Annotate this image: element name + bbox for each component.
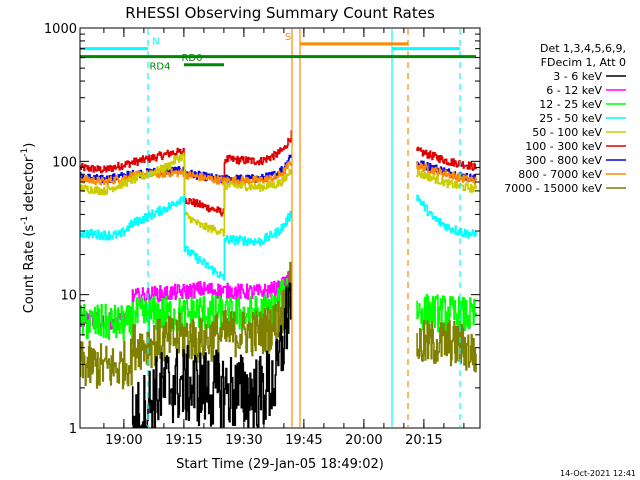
- legend-label: 6 - 12 keV: [546, 84, 602, 97]
- x-tick-label: 20:15: [405, 433, 442, 448]
- x-axis-label: Start Time (29-Jan-05 18:49:02): [176, 457, 384, 472]
- y-tick-label: 10: [60, 289, 77, 304]
- legend-label: 25 - 50 keV: [539, 112, 602, 125]
- attenuator-bar-label: RD0: [181, 53, 202, 64]
- legend-label: 300 - 800 keV: [525, 154, 602, 167]
- x-tick-label: 20:00: [345, 433, 382, 448]
- x-tick-label: 19:15: [165, 433, 202, 448]
- series-line: [79, 261, 477, 390]
- series-line: [79, 274, 477, 344]
- legend-header: Det 1,3,4,5,6,9,: [540, 42, 626, 55]
- series-line: [131, 282, 293, 428]
- y-tick-label: 1000: [44, 22, 77, 37]
- series-line: [79, 161, 477, 186]
- legend-label: 800 - 7000 keV: [518, 168, 602, 181]
- legend-header: FDecim 1, Att 0: [541, 56, 626, 69]
- plot-frame: [79, 27, 481, 429]
- series-line: [79, 194, 477, 281]
- plot-series: [79, 130, 477, 428]
- legend-label: 50 - 100 keV: [532, 126, 602, 139]
- footer-date: 14-Oct-2021 12:41: [560, 469, 636, 478]
- chart-title: RHESSI Observing Summary Count Rates: [125, 4, 435, 22]
- x-tick-label: 19:45: [285, 433, 322, 448]
- series-line: [79, 152, 477, 237]
- y-axis-label: Count Rate (s-1 detector-1): [20, 143, 37, 314]
- x-axis: 19:00 19:15 19:30 19:45 20:00 20:15: [103, 28, 465, 448]
- x-tick-label: 19:00: [105, 433, 142, 448]
- y-tick-label: 1: [69, 422, 77, 437]
- legend-label: 7000 - 15000 keV: [504, 182, 602, 195]
- y-axis: 1 10 100 1000: [44, 22, 480, 437]
- x-tick-label: 19:30: [225, 433, 262, 448]
- legend: Det 1,3,4,5,6,9,FDecim 1, Att 03 - 6 keV…: [504, 42, 626, 195]
- attenuator-bar-label: RD4: [149, 62, 170, 73]
- state-bar-label: N: [152, 37, 159, 48]
- y-tick-label: 100: [52, 155, 77, 170]
- state-bar-label: S: [285, 32, 291, 43]
- legend-label: 12 - 25 keV: [539, 98, 602, 111]
- plot-markers: N S RD4 RD0: [80, 29, 476, 427]
- legend-label: 100 - 300 keV: [525, 140, 602, 153]
- legend-label: 3 - 6 keV: [553, 70, 602, 83]
